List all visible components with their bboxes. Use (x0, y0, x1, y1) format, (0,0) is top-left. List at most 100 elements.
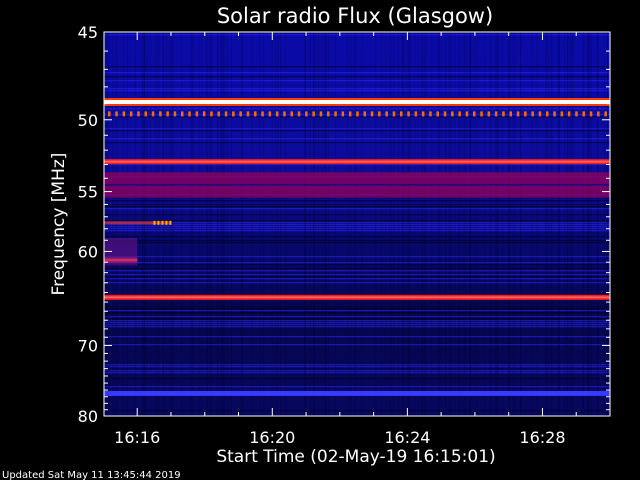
noise-column (512, 32, 514, 416)
feature-band-red-core (104, 296, 610, 299)
feature-dot (604, 111, 607, 117)
noise-stripes (104, 32, 610, 416)
feature-dot (473, 111, 476, 117)
noise-stripe (104, 318, 610, 320)
noise-column (425, 32, 427, 416)
feature-dot (480, 111, 483, 117)
noise-column (304, 32, 306, 416)
noise-column (334, 32, 336, 416)
feature-dot (575, 111, 578, 117)
feature-dot (392, 111, 396, 117)
noise-column (431, 32, 433, 416)
feature-dot (129, 111, 133, 117)
noise-column (422, 32, 424, 416)
noise-column (285, 32, 287, 416)
feature-dot (560, 111, 564, 117)
noise-column (495, 32, 497, 416)
noise-stripe (104, 276, 610, 278)
noise-column (398, 32, 400, 416)
feature-dot (166, 111, 169, 117)
noise-column (547, 32, 549, 416)
noise-column (569, 32, 571, 416)
feature-dot (546, 111, 549, 117)
noise-stripe (104, 214, 610, 216)
noise-column (391, 32, 393, 416)
feature-dot (246, 111, 250, 117)
noise-column (220, 32, 222, 416)
noise-stripe (104, 230, 610, 232)
noise-stripe (104, 270, 610, 272)
feature-dot (319, 111, 323, 117)
noise-column (606, 32, 608, 416)
noise-column (222, 32, 224, 416)
feature-dot (502, 111, 505, 117)
x-tick-label: 16:28 (519, 428, 565, 447)
noise-stripe (104, 220, 610, 222)
noise-stripe (104, 142, 610, 144)
noise-column (508, 32, 510, 416)
noise-column (408, 32, 410, 416)
plot-frame (103, 31, 611, 417)
feature-dot (210, 111, 213, 117)
noise-column (241, 32, 243, 416)
feature-dot (531, 111, 534, 117)
feature-dot (283, 111, 286, 117)
noise-column (216, 32, 218, 416)
noise-stripe (104, 208, 610, 210)
noise-stripe (104, 164, 610, 166)
noise-column (251, 32, 253, 416)
feature-dot (451, 111, 454, 117)
y-tick-label: 55 (78, 183, 98, 202)
noise-stripe (104, 206, 610, 208)
noise-column (325, 32, 327, 416)
feature-dot (443, 111, 447, 117)
noise-stripe (104, 278, 610, 280)
noise-column (564, 32, 566, 416)
noise-column (206, 32, 208, 416)
noise-column (421, 32, 423, 416)
noise-column (597, 32, 599, 416)
noise-column (305, 32, 307, 416)
noise-stripe (104, 316, 610, 318)
noise-column (449, 32, 451, 416)
noise-column (393, 32, 395, 416)
noise-column (558, 32, 560, 416)
noise-stripe (104, 336, 610, 338)
noise-column (408, 32, 410, 416)
noise-stripe (104, 264, 610, 266)
feature-dot (516, 111, 520, 117)
noise-column (463, 32, 465, 416)
feature-dot (173, 111, 177, 117)
noise-stripe (104, 324, 610, 326)
feature-band-dark-red (104, 172, 610, 185)
noise-column (277, 32, 279, 416)
noise-column (604, 32, 606, 416)
noise-stripe (104, 370, 610, 372)
noise-stripe (104, 310, 610, 312)
noise-column (469, 32, 471, 416)
feature-dot (341, 111, 345, 117)
feature-dot (275, 111, 279, 117)
feature-band-red-core (104, 160, 610, 163)
y-tick-label: 50 (78, 111, 98, 130)
noise-column (403, 32, 405, 416)
noise-column (520, 32, 522, 416)
noise-column (181, 32, 183, 416)
noise-stripe (104, 72, 610, 74)
noise-column (410, 32, 412, 416)
feature-dot (188, 111, 191, 117)
noise-stripe (104, 282, 610, 284)
y-tick-label: 70 (78, 336, 98, 355)
noise-stripe (104, 344, 610, 346)
feature-dot (290, 111, 293, 117)
feature-dot (597, 111, 600, 117)
noise-stripe (104, 108, 610, 110)
feature-dash (165, 220, 168, 225)
noise-column (210, 32, 212, 416)
noise-stripe (104, 378, 610, 380)
noise-column (323, 32, 325, 416)
noise-column (438, 32, 440, 416)
noise-stripe (104, 410, 610, 412)
feature-dash (161, 220, 164, 225)
noise-stripe (104, 34, 610, 36)
